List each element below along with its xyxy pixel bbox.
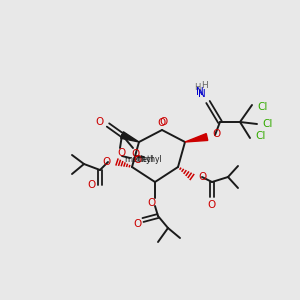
Text: O: O — [133, 155, 141, 165]
Polygon shape — [185, 134, 208, 142]
Text: O: O — [159, 117, 167, 127]
Text: Cl: Cl — [262, 119, 272, 129]
Text: O: O — [96, 117, 104, 127]
Text: O: O — [147, 198, 155, 208]
Text: N: N — [196, 87, 204, 97]
Text: methyl: methyl — [136, 154, 162, 164]
Text: O: O — [158, 118, 166, 128]
Text: Cl: Cl — [257, 102, 267, 112]
Text: Cl: Cl — [255, 131, 266, 141]
Text: O: O — [118, 148, 126, 158]
Text: O: O — [131, 149, 139, 159]
Text: O: O — [212, 129, 220, 139]
Text: H: H — [201, 80, 207, 89]
Text: O: O — [208, 200, 216, 210]
Polygon shape — [121, 132, 139, 142]
Text: O: O — [88, 180, 96, 190]
Text: O: O — [103, 157, 111, 167]
Text: O: O — [198, 172, 206, 182]
Text: methyl: methyl — [124, 155, 154, 164]
Text: O: O — [133, 219, 141, 229]
Text: N: N — [198, 89, 206, 99]
Text: H: H — [194, 82, 200, 91]
